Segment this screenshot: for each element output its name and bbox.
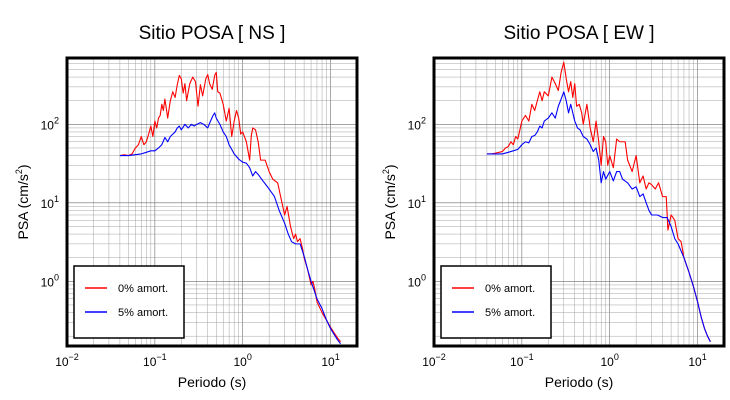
x-tick-label: 10−2	[55, 352, 79, 369]
series-line-damped	[119, 112, 341, 345]
legend-label: 0% amort.	[485, 283, 535, 295]
legend-box	[73, 265, 185, 339]
chart-title: Sitio POSA [ EW ]	[504, 23, 655, 44]
x-tick-label: 10−2	[422, 352, 446, 369]
series-line-undamped	[119, 71, 341, 343]
y-tick-label: 101	[41, 194, 59, 211]
plot-frame	[65, 56, 359, 348]
x-axis-label: Periodo (s)	[545, 374, 613, 390]
series-line-damped	[486, 91, 711, 342]
legend-label: 5% amort.	[485, 307, 535, 319]
series-line-undamped	[486, 61, 711, 342]
y-tick-label: 101	[408, 194, 426, 211]
x-tick-label: 10−1	[143, 352, 167, 369]
legend: 0% amort. 5% amort.	[73, 265, 185, 339]
x-tick-label: 101	[688, 352, 706, 369]
chart-panel-ew: 10−2 10−1 100 101 100 101 102 Sitio POSA [ EW ]…	[381, 23, 726, 390]
x-tick-label: 100	[234, 352, 252, 369]
x-tick-label: 10−1	[510, 352, 534, 369]
legend: 0% amort. 5% amort.	[440, 265, 552, 339]
y-axis-label: PSA (cm/s2)	[381, 164, 398, 239]
y-tick-label: 102	[41, 115, 59, 132]
chart-title: Sitio POSA [ NS ]	[139, 23, 286, 44]
plot-frame	[432, 56, 726, 348]
x-tick-label: 101	[321, 352, 339, 369]
grid	[66, 57, 358, 346]
x-axis-label: Periodo (s)	[178, 374, 246, 390]
legend-box	[440, 265, 552, 339]
chart-panel-ns: 10−2 10−1 100 101 100 101 102 Sitio POSA [ NS ]…	[14, 23, 359, 390]
y-tick-label: 100	[408, 272, 426, 289]
legend-label: 5% amort.	[118, 307, 168, 319]
y-axis-label: PSA (cm/s2)	[14, 164, 31, 239]
legend-label: 0% amort.	[118, 283, 168, 295]
y-tick-label: 102	[408, 115, 426, 132]
x-tick-label: 100	[601, 352, 619, 369]
y-tick-label: 100	[41, 272, 59, 289]
